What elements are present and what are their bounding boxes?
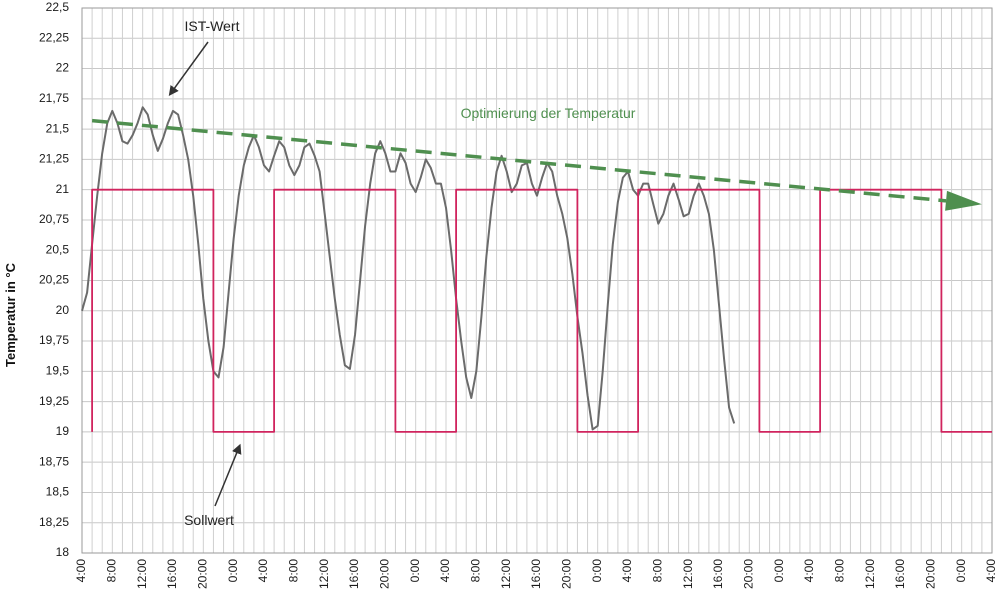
x-tick-label: 0:00 bbox=[772, 559, 786, 583]
x-tick-label: 12:00 bbox=[317, 559, 331, 589]
annotation-ist-wert: IST-Wert bbox=[185, 18, 240, 34]
y-tick-label: 22,25 bbox=[39, 30, 69, 44]
x-tick-label: 8:00 bbox=[651, 559, 665, 583]
trend-label: Optimierung der Temperatur bbox=[461, 105, 636, 121]
x-tick-label: 12:00 bbox=[681, 559, 695, 589]
x-tick-label: 20:00 bbox=[742, 559, 756, 589]
x-tick-label: 12:00 bbox=[863, 559, 877, 589]
x-tick-label: 8:00 bbox=[287, 559, 301, 583]
x-tick-label: 12:00 bbox=[135, 559, 149, 589]
x-tick-label: 4:00 bbox=[620, 559, 634, 583]
x-tick-label: 8:00 bbox=[833, 559, 847, 583]
x-tick-label: 0:00 bbox=[226, 559, 240, 583]
y-tick-label: 21,5 bbox=[46, 121, 70, 135]
y-tick-label: 20,25 bbox=[39, 273, 69, 287]
x-tick-label: 12:00 bbox=[499, 559, 513, 589]
y-axis-ticks: 18 18,25 18,5 18,75 19 19,25 19,5 19,75 20 20,25 2… bbox=[39, 0, 69, 559]
x-tick-label: 16:00 bbox=[347, 559, 361, 589]
x-tick-label: 8:00 bbox=[469, 559, 483, 583]
x-tick-label: 20:00 bbox=[924, 559, 938, 589]
x-tick-label: 4:00 bbox=[256, 559, 270, 583]
annotation-ist-wert-arrow bbox=[168, 41, 209, 97]
y-tick-label: 19,5 bbox=[46, 364, 70, 378]
trend-group: Optimierung der Temperatur bbox=[91, 105, 982, 211]
trend-line bbox=[91, 118, 947, 203]
x-tick-label: 0:00 bbox=[590, 559, 604, 583]
y-tick-label: 20,5 bbox=[46, 242, 70, 256]
x-tick-label: 4:00 bbox=[984, 559, 998, 583]
annotation-sollwert-arrow bbox=[214, 443, 242, 507]
y-tick-label: 18,25 bbox=[39, 515, 69, 529]
x-tick-label: 16:00 bbox=[529, 559, 543, 589]
series-ist-wert-line bbox=[81, 106, 736, 431]
y-axis-label: Temperatur in °C bbox=[3, 262, 18, 367]
trend-arrow-head bbox=[945, 190, 982, 211]
x-tick-label: 4:00 bbox=[74, 559, 88, 583]
x-tick-label: 16:00 bbox=[711, 559, 725, 589]
y-tick-label: 21,75 bbox=[39, 91, 69, 105]
grid bbox=[81, 7, 993, 554]
y-tick-label: 19,25 bbox=[39, 394, 69, 408]
y-tick-label: 21,25 bbox=[39, 152, 69, 166]
series-sollwert-line bbox=[91, 188, 992, 433]
x-axis-ticks: 4:00 8:00 12:00 16:00 20:00 0:00 4:00 8:00 12:00… bbox=[74, 559, 998, 589]
y-tick-label: 20 bbox=[56, 303, 70, 317]
y-tick-label: 19 bbox=[56, 424, 70, 438]
x-tick-label: 0:00 bbox=[408, 559, 422, 583]
x-tick-label: 20:00 bbox=[560, 559, 574, 589]
y-tick-label: 21 bbox=[56, 182, 70, 196]
x-tick-label: 16:00 bbox=[165, 559, 179, 589]
y-tick-label: 22,5 bbox=[46, 0, 70, 14]
y-tick-label: 19,75 bbox=[39, 333, 69, 347]
plot-frame bbox=[81, 7, 993, 554]
y-tick-label: 18 bbox=[56, 545, 70, 559]
y-tick-label: 20,75 bbox=[39, 212, 69, 226]
series-group bbox=[81, 106, 992, 433]
annotation-sollwert: Sollwert bbox=[184, 512, 234, 528]
y-tick-label: 18,75 bbox=[39, 454, 69, 468]
x-tick-label: 4:00 bbox=[438, 559, 452, 583]
annotations-group: IST-Wert Sollwert bbox=[168, 18, 242, 528]
y-tick-label: 22 bbox=[56, 61, 70, 75]
x-tick-label: 20:00 bbox=[196, 559, 210, 589]
x-tick-label: 20:00 bbox=[378, 559, 392, 589]
x-tick-label: 4:00 bbox=[802, 559, 816, 583]
y-tick-label: 18,5 bbox=[46, 485, 70, 499]
x-tick-label: 16:00 bbox=[893, 559, 907, 589]
x-tick-label: 0:00 bbox=[954, 559, 968, 583]
x-tick-label: 8:00 bbox=[105, 559, 119, 583]
